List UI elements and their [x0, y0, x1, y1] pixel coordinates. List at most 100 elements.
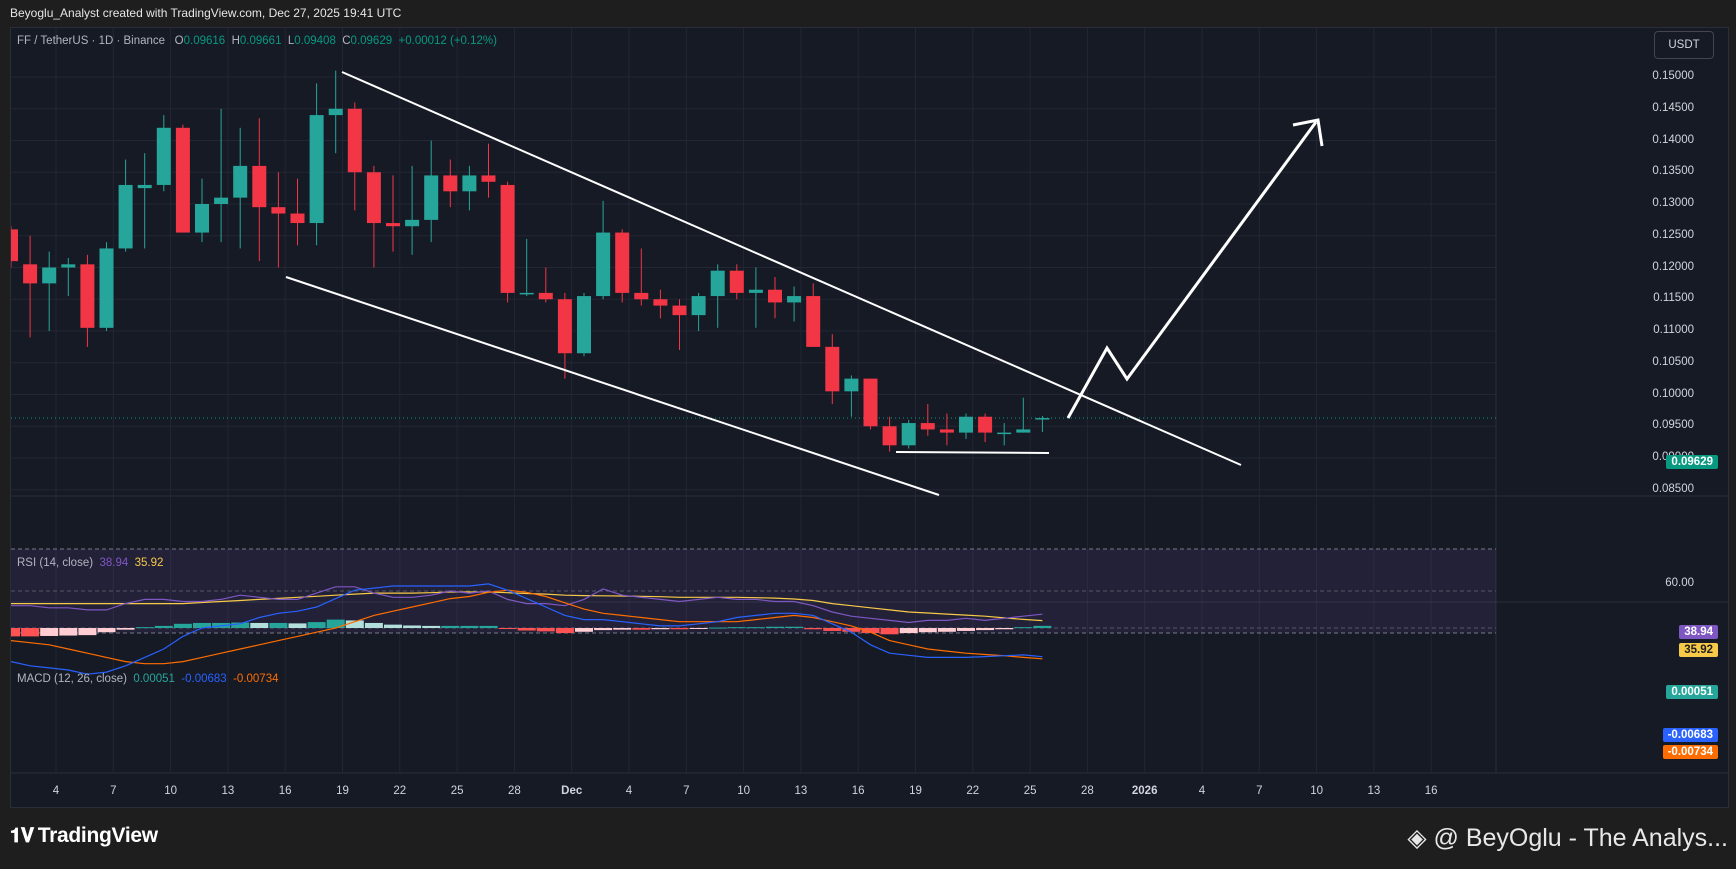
candle-body [137, 184, 152, 189]
candle-body [901, 423, 916, 446]
candle-body [729, 270, 744, 293]
candle-body [997, 432, 1012, 435]
low-value: 0.09408 [294, 35, 336, 47]
macd-signal-line [11, 589, 1043, 665]
currency-button[interactable]: USDT [1654, 31, 1714, 59]
chart-panel[interactable]: FF / TetherUS · 1D · Binance O0.09616 H0… [10, 27, 1729, 808]
candle-body [672, 305, 687, 316]
price-axis-label: 0.12000 [1652, 260, 1694, 273]
price-axis-label: 0.13500 [1652, 165, 1694, 178]
time-axis-label: 22 [393, 785, 407, 797]
high-value: 0.09661 [239, 35, 282, 47]
time-axis-label: 10 [737, 785, 750, 797]
logo-text: TradingView [37, 824, 158, 847]
symbol-label[interactable]: FF / TetherUS · 1D · Binance [17, 35, 166, 47]
macd-hist-value: 0.00051 [133, 673, 175, 685]
price-axis-label: 0.09500 [1652, 419, 1694, 432]
candle-body [252, 165, 267, 208]
macd-hist-tag: 0.00051 [1666, 685, 1718, 699]
macd-histogram-bar [727, 627, 746, 629]
time-axis-label: 13 [1367, 785, 1381, 797]
support-line [895, 451, 1050, 454]
candle-body [80, 264, 95, 328]
macd-legend: MACD (12, 26, close) 0.00051 -0.00683 -0… [17, 673, 279, 685]
candle-body [481, 175, 496, 182]
macd-histogram-bar [193, 622, 211, 628]
candle-body [978, 416, 993, 433]
price-axis-label: 0.08500 [1652, 482, 1694, 495]
arrow-head [1292, 118, 1324, 147]
macd-histogram-bar [613, 628, 632, 630]
candle-body [23, 264, 38, 284]
macd-histogram-bar [326, 619, 345, 628]
price-axis-label: 0.11000 [1653, 324, 1694, 336]
tradingview-mark-icon: 𝟏𝐕 [10, 825, 34, 847]
macd-histogram-bar [804, 628, 823, 630]
macd-histogram-bar [670, 628, 689, 630]
macd-histogram-bar [78, 628, 97, 636]
candle-body [328, 108, 343, 116]
candle-body [99, 248, 114, 328]
macd-histogram-bar [575, 628, 593, 632]
open-label: O [174, 35, 184, 47]
macd-histogram-bar [823, 628, 842, 631]
candle-body [271, 207, 286, 214]
time-axis-label: 4 [1198, 785, 1206, 797]
watermark-text: @ BeyOglu - The Analys... [1433, 824, 1729, 852]
candle-body [61, 264, 76, 268]
price-axis-label: 0.14000 [1652, 133, 1694, 146]
low-label: L [287, 35, 295, 47]
macd-histogram-bar [97, 628, 116, 633]
macd-signal-value: -0.00734 [233, 673, 279, 685]
candle-body [920, 423, 935, 430]
chart-attribution: Beyoglu_Analyst created with TradingView… [0, 0, 1736, 27]
macd-label[interactable]: MACD (12, 26, close) [17, 673, 127, 685]
candle-body [175, 127, 190, 233]
rsi-ma-line [11, 591, 1043, 622]
candle-body [42, 267, 57, 284]
candle-body [195, 204, 209, 233]
candle-body [386, 223, 400, 227]
channel-upper-trendline [341, 71, 1242, 466]
channel-lower-trendline [285, 276, 940, 496]
close-label: C [342, 35, 351, 47]
candle-body [806, 296, 821, 347]
candle-body [787, 296, 802, 303]
rsi-axis-label: 60.00 [1665, 577, 1694, 589]
footer: 𝟏𝐕 TradingView ◈ @ BeyOglu - The Analys..… [0, 808, 1736, 869]
candle-body [538, 292, 553, 300]
time-axis-label: 19 [909, 785, 922, 797]
candle-body [405, 219, 420, 227]
macd-histogram-bar [307, 622, 326, 628]
macd-histogram-bar [842, 628, 861, 632]
macd-histogram-bar [555, 628, 574, 634]
macd-tag: -0.00683 [1662, 728, 1718, 742]
macd-histogram-bar [689, 628, 708, 629]
macd-histogram-bar [154, 625, 173, 628]
time-axis-label: 16 [278, 785, 292, 797]
macd-histogram-bar [250, 622, 269, 628]
high-label: H [231, 35, 240, 47]
price-axis-label: 0.10500 [1652, 355, 1694, 368]
candle-body [366, 172, 381, 224]
tradingview-logo[interactable]: 𝟏𝐕 TradingView [10, 824, 158, 848]
time-axis-label: 7 [1256, 785, 1263, 797]
rsi-line [11, 586, 1043, 624]
candle-body [347, 108, 362, 173]
candle-body [596, 232, 611, 297]
macd-histogram-bar [976, 628, 995, 631]
macd-histogram-bar [288, 623, 307, 628]
chart-canvas[interactable] [11, 28, 1728, 807]
candle-body [156, 127, 171, 185]
rsi-ma-value: 35.92 [134, 557, 164, 569]
candle-body [863, 378, 878, 427]
time-axis-label: 25 [450, 785, 464, 797]
rsi-label[interactable]: RSI (14, close) [17, 557, 94, 569]
macd-histogram-bar [40, 628, 59, 636]
macd-histogram-bar [995, 628, 1014, 630]
candle-body [118, 184, 133, 249]
time-axis-label: 7 [683, 785, 690, 797]
macd-histogram-bar [937, 628, 956, 632]
price-axis-label: 0.14500 [1652, 101, 1694, 114]
candle-body [653, 299, 668, 306]
